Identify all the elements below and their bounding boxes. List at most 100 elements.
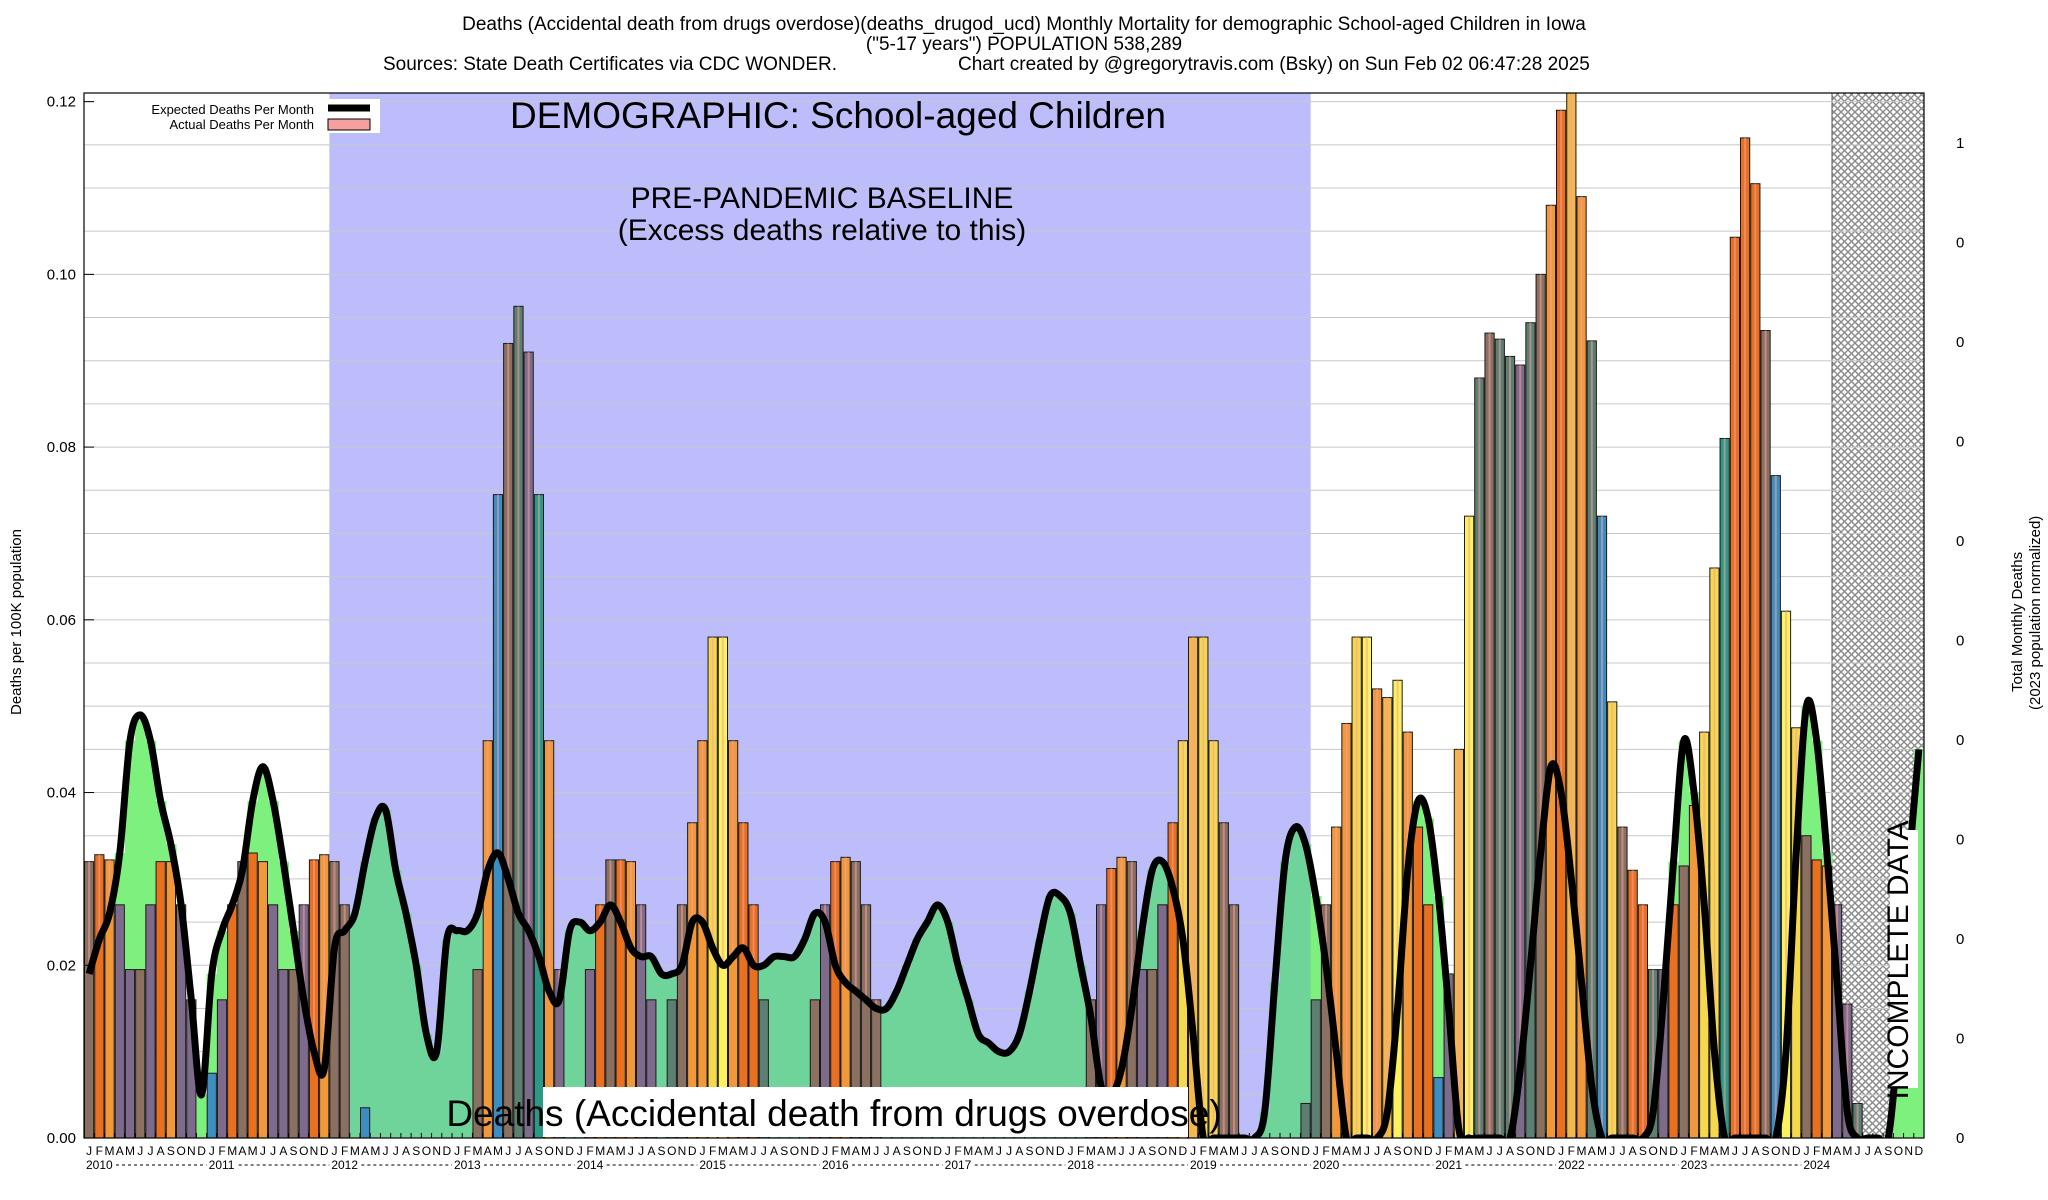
x-tick-label: M: [125, 1144, 135, 1158]
x-tick-label: A: [1220, 1144, 1228, 1158]
actual-band: [323, 854, 326, 1069]
x-tick-label: S: [1884, 1144, 1892, 1158]
actual-bar: [237, 861, 248, 1138]
x-tick-label: A: [525, 1144, 533, 1158]
x-tick-label: J: [628, 1144, 634, 1158]
x-tick-label: M: [1209, 1144, 1219, 1158]
x-tick-label: M: [1699, 1144, 1709, 1158]
x-tick-label: M: [248, 1144, 258, 1158]
x-tick-label: M: [227, 1144, 237, 1158]
deficit-fill: [1269, 982, 1281, 1138]
x-tick-label: J: [331, 1144, 337, 1158]
actual-band: [640, 904, 643, 957]
x-tick-label: S: [1762, 1144, 1770, 1158]
actual-band: [1396, 680, 1399, 1009]
deficit-fill: [912, 939, 923, 1138]
deficit-fill: [370, 818, 382, 1138]
expected-line: [85, 696, 1923, 1138]
y2-tick-label: 0: [1956, 433, 1964, 450]
actual-bar: [288, 969, 299, 1138]
actual-band: [1457, 749, 1460, 1130]
deficit-fill: [973, 1034, 985, 1138]
actual-band: [824, 904, 827, 923]
x-tick-label: A: [1629, 1144, 1637, 1158]
x-tick-label: F: [586, 1144, 593, 1158]
actual-band: [1100, 904, 1103, 1087]
x-tick-label: J: [873, 1144, 879, 1158]
x-tick-label: D: [933, 1144, 942, 1158]
deficit-fill: [400, 913, 412, 1138]
x-year-label: 2023: [1681, 1158, 1708, 1172]
x-tick-label: M: [1106, 1144, 1116, 1158]
actual-bar: [339, 904, 350, 1138]
x-tick-label: A: [238, 1144, 246, 1158]
x-tick-label: D: [1424, 1144, 1433, 1158]
deficit-fill: [390, 870, 402, 1138]
x-tick-label: J: [505, 1144, 511, 1158]
x-tick-label: D: [443, 1144, 452, 1158]
actual-bar: [1300, 1102, 1311, 1138]
x-tick-label: F: [341, 1144, 348, 1158]
x-tick-label: N: [1659, 1144, 1668, 1158]
x-tick-label: A: [770, 1144, 778, 1158]
deficit-fill: [952, 965, 964, 1138]
actual-band: [517, 306, 520, 914]
deficit-fill: [1300, 844, 1312, 1104]
actual-band: [1406, 732, 1409, 871]
deficit-fill: [216, 930, 228, 1000]
x-tick-label: N: [923, 1144, 932, 1158]
bottom-cause-label: Deaths (Accidental death from drugs over…: [446, 1093, 1221, 1134]
x-tick-label: M: [718, 1144, 728, 1158]
actual-band: [619, 859, 622, 923]
deficit-fill: [278, 861, 290, 970]
x-tick-label: A: [402, 1144, 410, 1158]
x-tick-label: F: [1200, 1144, 1207, 1158]
actual-band: [1764, 330, 1767, 1138]
deficit-fill: [656, 973, 668, 1138]
x-tick-label: A: [974, 1144, 982, 1158]
x-tick-label: S: [1148, 1144, 1156, 1158]
incomplete-label-bg: [1890, 830, 1918, 1088]
x-tick-label: N: [310, 1144, 319, 1158]
deficit-fill: [349, 913, 361, 1138]
actual-band: [1468, 516, 1471, 1138]
y2-tick-label: 1: [1956, 135, 1964, 152]
actual-band: [1713, 568, 1716, 1052]
actual-bar: [124, 969, 136, 1138]
actual-band: [629, 861, 632, 948]
x-tick-label: D: [320, 1144, 329, 1158]
x-year-label: 2010: [86, 1158, 113, 1172]
x-tick-label: S: [780, 1144, 788, 1158]
actual-band: [711, 637, 714, 948]
x-tick-label: D: [1301, 1144, 1310, 1158]
actual-band: [854, 861, 857, 992]
deficit-fill: [1423, 818, 1434, 905]
x-tick-label: J: [1681, 1144, 1687, 1158]
legend-actual-swatch: [327, 118, 371, 131]
x-tick-label: J: [260, 1144, 266, 1158]
x-tick-label: F: [954, 1144, 961, 1158]
x-tick-label: A: [1138, 1144, 1146, 1158]
x-tick-label: F: [1322, 1144, 1329, 1158]
actual-band: [1222, 822, 1225, 1138]
x-tick-label: A: [852, 1144, 860, 1158]
x-tick-label: D: [1915, 1144, 1924, 1158]
x-tick-label: F: [1445, 1144, 1452, 1158]
legend-expected-label: Expected Deaths Per Month: [151, 102, 314, 117]
x-year-label: 2012: [331, 1158, 358, 1172]
actual-bar: [360, 1107, 371, 1138]
x-tick-label: A: [729, 1144, 737, 1158]
x-year-label: 2019: [1190, 1158, 1217, 1172]
actual-band: [1652, 969, 1655, 1113]
deficit-fill: [1310, 896, 1322, 1000]
actual-band: [834, 861, 837, 966]
x-tick-label: A: [1751, 1144, 1759, 1158]
actual-bar: [227, 904, 238, 1138]
deficit-fill: [431, 1051, 443, 1138]
deficit-fill: [360, 861, 371, 1108]
actual-bar: [114, 904, 125, 1138]
x-tick-label: N: [1168, 1144, 1177, 1158]
actual-band: [1130, 861, 1133, 1009]
x-tick-label: O: [422, 1144, 431, 1158]
x-tick-label: S: [903, 1144, 911, 1158]
